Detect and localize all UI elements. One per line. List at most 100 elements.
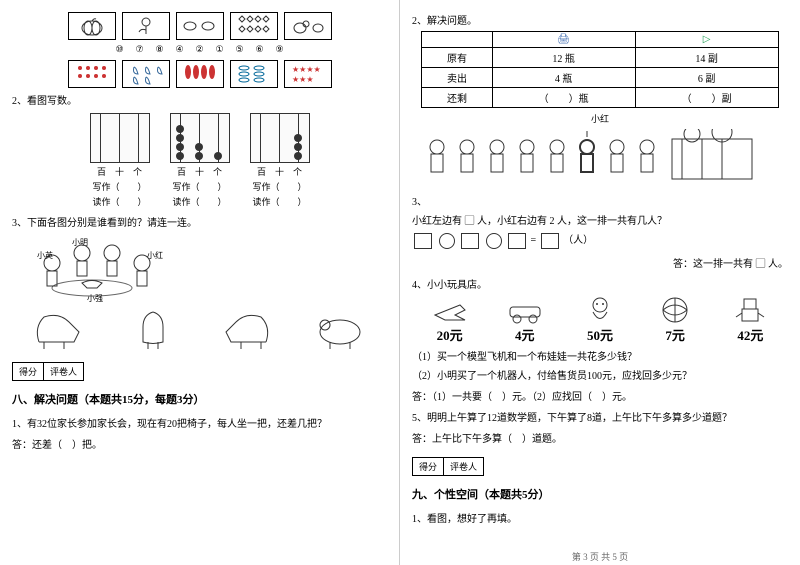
toy-doll: 50元	[580, 295, 620, 344]
num-10: ⑩	[114, 44, 126, 56]
th-printer-icon: 🖨	[492, 32, 635, 48]
q2-label: 2、看图写数。	[12, 92, 387, 107]
abacus-group: 百十个 写作（ ） 读作（ ） 百十个 写作（ ） 读作（ ） 百十个 写作（ …	[12, 113, 387, 208]
place-ten: 十	[115, 165, 124, 178]
cell: 原有	[422, 48, 492, 68]
abacus-1: 百十个 写作（ ） 读作（ ）	[90, 113, 150, 208]
cell: 14 副	[635, 48, 778, 68]
eq-box[interactable]	[541, 233, 559, 249]
left-page: ⑩ ⑦ ⑧ ④ ② ① ⑤ ⑥ ⑨ ★★★★★★★ 2、看图写数。 百十个 写作…	[0, 0, 400, 565]
section-9-header: 得分 评卷人	[412, 451, 788, 482]
kid-label-4: 小强	[87, 294, 103, 303]
num-7: ⑦	[134, 44, 146, 56]
toy-price: 42元	[737, 325, 763, 344]
q3-label: 3、下面各图分别是谁看到的？请连一连。	[12, 214, 387, 229]
r-q9-1: 1、看图，想好了再填。	[412, 510, 788, 525]
section-8-title: 八、解决问题（本题共15分，每题3分）	[12, 391, 205, 407]
kids-illustration: 小英 小明 小红 小强	[12, 233, 172, 303]
table-header-row: 🖨 ▷	[422, 32, 778, 48]
toy-price: 7元	[665, 325, 685, 344]
eq-box[interactable]	[508, 233, 526, 249]
table-row: 还剩（ ）瓶（ ）副	[422, 88, 778, 108]
num-6: ⑥	[254, 44, 266, 56]
img-box-flower	[122, 12, 170, 40]
read-2: 读作（ ）	[172, 195, 226, 208]
cell: 6 副	[635, 68, 778, 88]
num-2: ②	[194, 44, 206, 56]
eq-box[interactable]	[414, 233, 432, 249]
img-box-chickens	[284, 12, 332, 40]
dinosaur-row	[12, 307, 387, 352]
dino-4	[310, 307, 370, 352]
cell: 4 瓶	[492, 68, 635, 88]
r-q4-label: 4、小小玩具店。	[412, 276, 788, 291]
place-ten-2: 十	[195, 165, 204, 178]
toy-plane: 20元	[430, 295, 470, 344]
toy-car: 4元	[505, 295, 545, 344]
kid-label-1: 小英	[37, 250, 53, 260]
page-footer: 第 3 页 共 5 页	[400, 550, 800, 563]
score-label: 得分	[13, 363, 44, 380]
r-q3-equation: = （人）	[412, 231, 788, 249]
table-row: 卖出4 瓶6 副	[422, 68, 778, 88]
img-box-bells	[122, 60, 170, 88]
abacus-2: 百十个 写作（ ） 读作（ ）	[170, 113, 230, 208]
table-row: 原有12 瓶14 副	[422, 48, 778, 68]
kid-label-2: 小明	[72, 238, 88, 247]
r-q2-label: 2、解决问题。	[412, 12, 788, 27]
abacus-3: 百十个 写作（ ） 读作（ ）	[250, 113, 310, 208]
place-hundred: 百	[97, 165, 106, 178]
circled-number-row: ⑩ ⑦ ⑧ ④ ② ① ⑤ ⑥ ⑨	[12, 44, 387, 56]
img-box-butterflies	[230, 12, 278, 40]
r-q4-answer: 答：（1）一共要（ ）元。（2）应找回（ ）元。	[412, 388, 788, 403]
toy-ball: 7元	[655, 295, 695, 344]
cell: （ ）副	[635, 88, 778, 108]
right-page: 2、解决问题。 🖨 ▷ 原有12 瓶14 副 卖出4 瓶6 副 还剩（ ）瓶（ …	[400, 0, 800, 565]
toy-price: 4元	[515, 325, 535, 344]
write-1: 写作（ ）	[92, 180, 146, 193]
lineup-illustration	[412, 129, 788, 189]
toy-robot: 42元	[730, 295, 770, 344]
xiaohong-label: 小红	[412, 112, 788, 125]
place-one: 个	[133, 165, 142, 178]
image-box-row-1	[12, 12, 387, 40]
place-one-2: 个	[213, 165, 222, 178]
r-q3-num: 3、	[412, 193, 427, 208]
q8-1-answer: 答：还差（ ）把。	[12, 436, 387, 451]
img-box-turtles	[176, 12, 224, 40]
q3-row: 3、	[412, 193, 788, 208]
img-box-fish	[230, 60, 278, 88]
num-8: ⑧	[154, 44, 166, 56]
r-q5-answer: 答：上午比下午多算（ ）道题。	[412, 430, 788, 445]
toy-row: 20元 4元 50元 7元 42元	[412, 295, 788, 344]
read-3: 读作（ ）	[252, 195, 306, 208]
op-circle[interactable]	[439, 233, 455, 249]
eq-box[interactable]	[461, 233, 479, 249]
r-q3-answer: 答：这一排一共有 ▢ 人。	[412, 255, 788, 270]
toy-price: 50元	[587, 325, 613, 344]
write-3: 写作（ ）	[252, 180, 306, 193]
q8-1: 1、有32位家长参加家长会，现在有20把椅子，每人坐一把，还差几把？	[12, 415, 387, 430]
op-circle[interactable]	[486, 233, 502, 249]
th-blank	[422, 32, 492, 48]
r-q5: 5、明明上午算了12道数学题，下午算了8道，上午比下午多算多少道题？	[412, 409, 788, 424]
cell: 12 瓶	[492, 48, 635, 68]
img-box-pumpkin	[68, 12, 116, 40]
eq-unit: （人）	[563, 235, 593, 246]
dino-3	[216, 307, 276, 352]
score-label-9: 得分	[413, 458, 444, 475]
r-q3-text: 小红左边有 ▢ 人，小红右边有 2 人，这一排一共有几人？	[412, 212, 788, 227]
place-one-3: 个	[293, 165, 302, 178]
section-9-title: 九、个性空间（本题共5分）	[412, 486, 550, 502]
img-box-dots-red	[68, 60, 116, 88]
svg-text:★★★: ★★★	[292, 75, 314, 84]
place-hundred-2: 百	[177, 165, 186, 178]
num-4: ④	[174, 44, 186, 56]
img-box-stars: ★★★★★★★	[284, 60, 332, 88]
img-box-carrots	[176, 60, 224, 88]
inventory-table: 🖨 ▷ 原有12 瓶14 副 卖出4 瓶6 副 还剩（ ）瓶（ ）副	[421, 31, 778, 108]
num-1: ①	[214, 44, 226, 56]
place-ten-3: 十	[275, 165, 284, 178]
toy-price: 20元	[437, 325, 463, 344]
section-8-header: 得分 评卷人	[12, 356, 387, 387]
